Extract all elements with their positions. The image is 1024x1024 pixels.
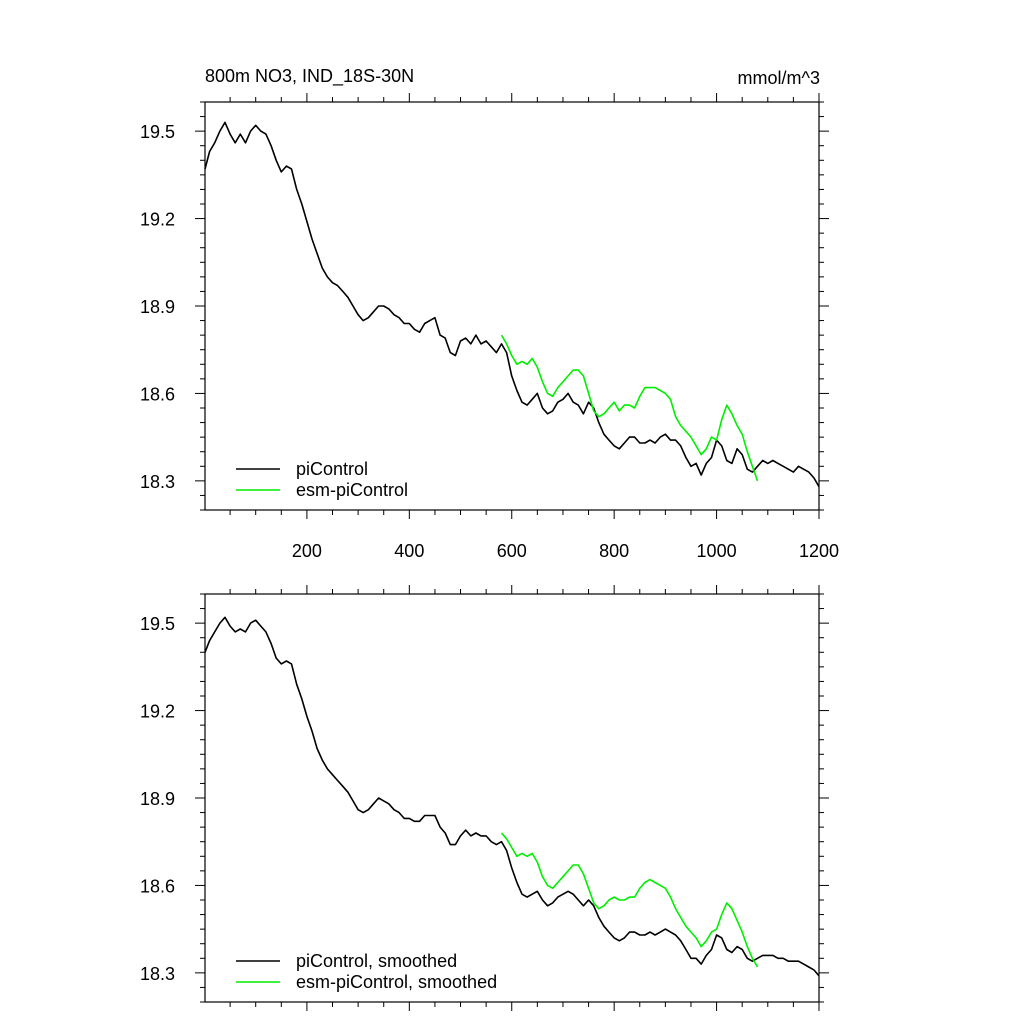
bottom-y-tick-labels: 18.3 18.6 18.9 19.2 19.5 <box>140 614 175 984</box>
bottom-y-tick-label: 19.2 <box>140 702 175 722</box>
bottom-y-tick-label: 18.9 <box>140 789 175 809</box>
top-y-tick-label: 18.6 <box>140 384 175 404</box>
top-y-ticks <box>195 101 829 511</box>
top-y-tick-label: 18.3 <box>140 472 175 492</box>
figure-units: mmol/m^3 <box>738 68 820 88</box>
top-x-tick-label: 200 <box>292 541 322 561</box>
top-y-tick-label: 18.9 <box>140 297 175 317</box>
bottom-panel: 18.3 18.6 18.9 19.2 19.5 piControl, smoothed… <box>140 585 829 1011</box>
top-legend-label-esm-picontrol: esm-piControl <box>296 480 408 500</box>
top-x-tick-label: 800 <box>599 541 629 561</box>
top-x-tick-labels: 200 400 600 800 1000 1200 <box>292 541 839 561</box>
top-panel: 200 400 600 800 1000 1200 18.3 18.6 18.9 19.2 19.… <box>140 93 839 561</box>
top-y-tick-label: 19.5 <box>140 122 175 142</box>
figure-title: 800m NO3, IND_18S-30N <box>205 66 414 87</box>
top-series-esm-picontrol-line <box>500 334 759 482</box>
bottom-series-esm-picontrol-smoothed-line <box>500 832 759 968</box>
top-x-tick-label: 400 <box>394 541 424 561</box>
bottom-series-picontrol-smoothed-line <box>204 616 820 977</box>
top-y-tick-label: 19.2 <box>140 210 175 230</box>
top-legend: piControl esm-piControl <box>236 459 408 500</box>
top-legend-label-picontrol: piControl <box>296 459 368 479</box>
top-y-tick-labels: 18.3 18.6 18.9 19.2 19.5 <box>140 122 175 492</box>
bottom-x-ticks <box>229 585 820 1011</box>
bottom-legend: piControl, smoothed esm-piControl, smoot… <box>236 951 497 992</box>
bottom-y-tick-label: 18.3 <box>140 964 175 984</box>
top-x-tick-label: 600 <box>497 541 527 561</box>
bottom-legend-label-esm-picontrol-smoothed: esm-piControl, smoothed <box>296 972 497 992</box>
top-x-ticks <box>229 93 820 519</box>
top-x-tick-label: 1000 <box>697 541 737 561</box>
bottom-y-ticks <box>195 593 829 1003</box>
bottom-y-tick-label: 19.5 <box>140 614 175 634</box>
bottom-legend-label-picontrol-smoothed: piControl, smoothed <box>296 951 457 971</box>
bottom-y-tick-label: 18.6 <box>140 876 175 896</box>
top-x-tick-label: 1200 <box>799 541 839 561</box>
